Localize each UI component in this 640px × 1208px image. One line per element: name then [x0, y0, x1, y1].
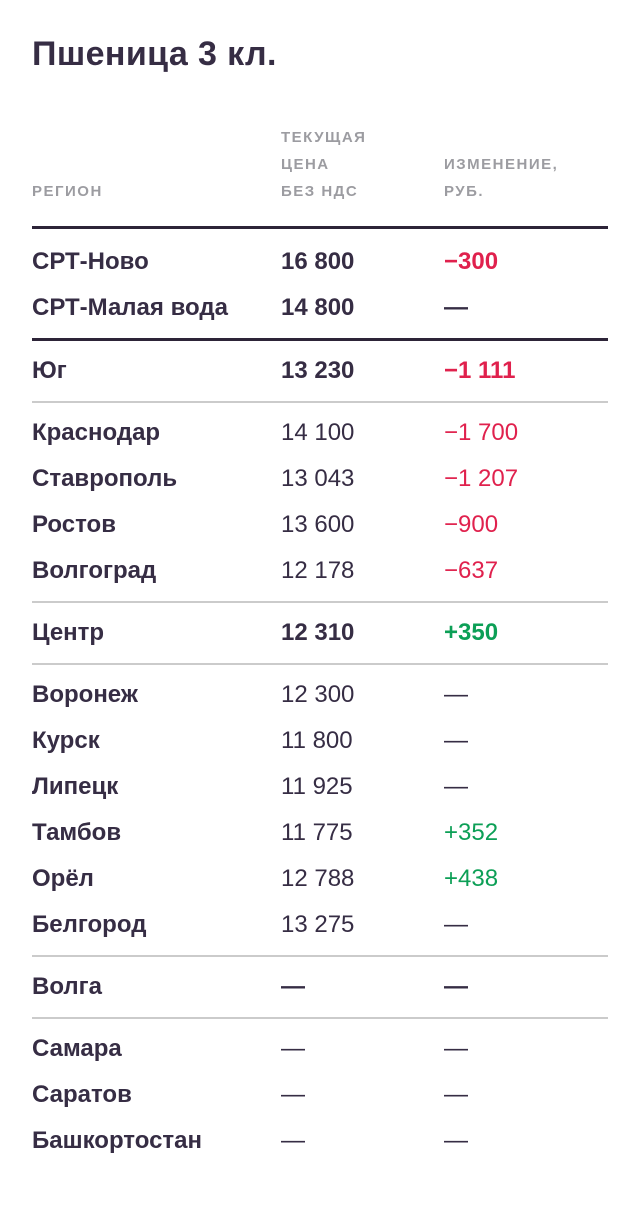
table-row: Волга — — [32, 964, 608, 1010]
region-name: Центр [32, 619, 105, 646]
section-divider [32, 955, 608, 957]
column-header-change: ИЗМЕНЕНИЕ, РУБ. [444, 156, 559, 200]
change-value: −1 111 [444, 357, 516, 384]
price-value: 13 600 [281, 511, 355, 538]
price-value: — [281, 1035, 305, 1062]
change-value: — [444, 911, 468, 938]
table-row: Тамбов 11 775 +352 [32, 810, 608, 856]
table-row: Центр 12 310 +350 [32, 610, 608, 656]
price-value: 12 300 [281, 681, 355, 708]
table-row: Краснодар 14 100 −1 700 [32, 410, 608, 456]
change-value: — [444, 1081, 468, 1108]
price-value: 11 775 [281, 819, 353, 846]
change-value: −300 [444, 248, 499, 275]
table-row: Белгород 13 275 — [32, 902, 608, 948]
price-value: 16 800 [281, 248, 355, 275]
section-divider [32, 401, 608, 403]
section-divider [32, 663, 608, 665]
price-value: — [281, 973, 305, 1000]
price-table: РЕГИОН ТЕКУЩАЯ ЦЕНА БЕЗ НДС ИЗМЕНЕНИЕ, Р… [32, 124, 608, 1164]
page-title: Пшеница 3 кл. [32, 35, 277, 73]
price-value: 14 800 [281, 294, 355, 321]
region-name: Саратов [32, 1081, 132, 1108]
region-name: Волгоград [32, 557, 157, 584]
table-row: Ставрополь 13 043 −1 207 [32, 456, 608, 502]
price-value: 14 100 [281, 419, 355, 446]
wheat-prices-page: Пшеница 3 кл. РЕГИОН ТЕКУЩАЯ ЦЕНА БЕЗ НД… [0, 32, 640, 1208]
region-name: Курск [32, 727, 100, 754]
price-value: 13 230 [281, 357, 355, 384]
change-value: — [444, 1127, 468, 1154]
region-name: Самара [32, 1035, 122, 1062]
change-value: — [444, 727, 468, 754]
price-value: 13 043 [281, 465, 355, 492]
table-row: Саратов — — [32, 1072, 608, 1118]
price-value: 13 275 [281, 911, 355, 938]
price-value: — [281, 1081, 305, 1108]
change-value: −637 [444, 557, 499, 584]
section-divider [32, 601, 608, 603]
change-value: +352 [444, 819, 499, 846]
change-value: −1 207 [444, 465, 519, 492]
column-header-region: РЕГИОН [32, 183, 103, 200]
table-row: Волгоград 12 178 −637 [32, 548, 608, 594]
section-divider [32, 1017, 608, 1019]
change-value: — [444, 1035, 468, 1062]
change-value: — [444, 681, 468, 708]
region-name: Краснодар [32, 419, 161, 446]
column-header-price: ТЕКУЩАЯ ЦЕНА БЕЗ НДС [281, 129, 367, 200]
region-name: Тамбов [32, 819, 122, 846]
change-value: +438 [444, 865, 499, 892]
price-value: 12 178 [281, 557, 355, 584]
table-header-row: РЕГИОН ТЕКУЩАЯ ЦЕНА БЕЗ НДС ИЗМЕНЕНИЕ, Р… [32, 124, 608, 205]
region-name: Ставрополь [32, 465, 178, 492]
region-name: СРТ-Ново [32, 248, 149, 275]
region-name: Волга [32, 973, 102, 1000]
region-name: Белгород [32, 911, 147, 938]
section-divider [32, 338, 608, 341]
price-value: 12 788 [281, 865, 355, 892]
region-name: Липецк [32, 773, 119, 800]
region-name: Орёл [32, 865, 94, 892]
table-row: Липецк 11 925 — [32, 764, 608, 810]
table-row: Самара — — [32, 1026, 608, 1072]
change-value: +350 [444, 619, 499, 646]
region-name: СРТ-Малая вода [32, 294, 228, 321]
table-row: СРТ-Ново 16 800 −300 [32, 239, 608, 285]
change-value: — [444, 294, 468, 321]
change-value: — [444, 973, 468, 1000]
table-row: Башкортостан — — [32, 1118, 608, 1164]
region-name: Башкортостан [32, 1127, 203, 1154]
change-value: −900 [444, 511, 499, 538]
header-divider [32, 226, 608, 229]
price-value: — [281, 1127, 305, 1154]
region-name: Воронеж [32, 681, 138, 708]
price-value: 11 800 [281, 727, 353, 754]
price-value: 11 925 [281, 773, 353, 800]
table-row: Воронеж 12 300 — [32, 672, 608, 718]
table-row: Курск 11 800 — [32, 718, 608, 764]
table-body: СРТ-Ново 16 800 −300 СРТ-Малая вода 14 8… [32, 229, 608, 1164]
price-value: 12 310 [281, 619, 355, 646]
table-row: Ростов 13 600 −900 [32, 502, 608, 548]
table-row: Орёл 12 788 +438 [32, 856, 608, 902]
change-value: −1 700 [444, 419, 519, 446]
table-row: СРТ-Малая вода 14 800 — [32, 285, 608, 331]
region-name: Юг [32, 357, 67, 384]
region-name: Ростов [32, 511, 116, 538]
table-row: Юг 13 230 −1 111 [32, 348, 608, 394]
change-value: — [444, 773, 468, 800]
